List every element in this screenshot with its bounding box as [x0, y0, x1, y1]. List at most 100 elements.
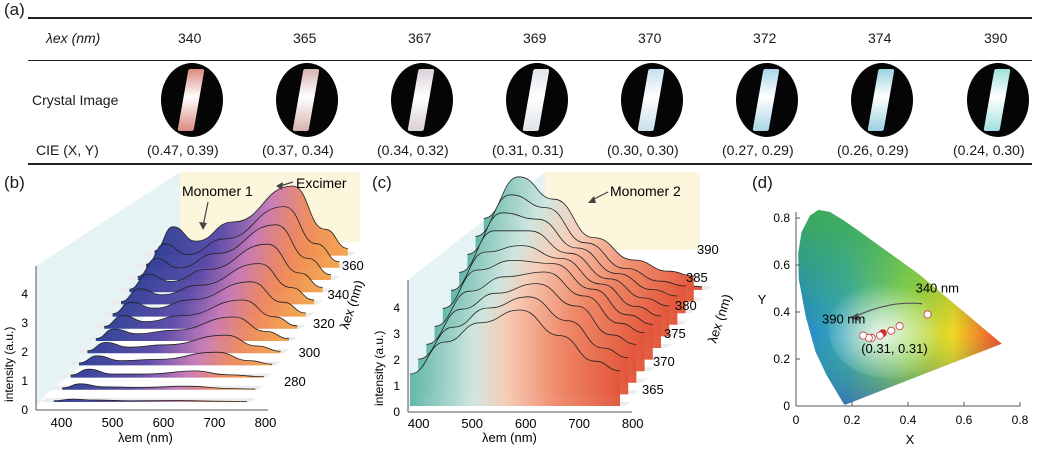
b-ylabel: intensity (a.u.) — [2, 327, 16, 402]
b-xtick: 400 — [51, 415, 73, 430]
cie-value: (0.30, 0.30) — [607, 142, 679, 158]
b-excimer-arrow-head — [276, 182, 283, 190]
lambda-ex-row-label: λex (nm) — [46, 30, 101, 46]
d-xtick: 0.2 — [844, 413, 861, 427]
c-xtick: 700 — [568, 416, 590, 431]
emission-line — [154, 185, 348, 252]
emission-area — [79, 352, 273, 366]
b-ytick: 2 — [21, 345, 28, 359]
d-trend-arrow-head — [850, 312, 859, 321]
c-monomer-label: Monomer 2 — [610, 183, 681, 199]
emission-line — [475, 194, 686, 287]
emission-line — [137, 224, 332, 277]
c-ztick: 375 — [664, 326, 686, 341]
emission-line — [120, 263, 315, 302]
c-xtick: 500 — [461, 416, 483, 431]
c-xtick: 400 — [408, 416, 430, 431]
panel-d-chart: 0 0.2 0.4 0.6 0.8 0 0.2 0.4 0.6 0.8 340 nm 390 nm (0… — [758, 210, 1029, 447]
b-ytick: 3 — [21, 316, 28, 330]
emission-line — [112, 281, 306, 315]
emission-area — [87, 335, 281, 354]
b-ztick: 280 — [284, 374, 306, 389]
cie-point — [895, 322, 904, 331]
d-ylabel: Y — [758, 292, 767, 307]
table-header-rule — [28, 60, 1032, 61]
b-ztick: 320 — [313, 316, 335, 331]
b-ytick: 1 — [21, 374, 28, 388]
c-ytick: 1 — [393, 379, 400, 393]
crystal-shard — [752, 69, 780, 131]
b-xtick: 700 — [204, 415, 226, 430]
lambda-ex-value: 340 — [178, 30, 202, 46]
b-xtick: 800 — [255, 415, 277, 430]
b-xtick: 500 — [102, 415, 124, 430]
cie-value: (0.47, 0.39) — [147, 142, 219, 158]
emission-line — [62, 383, 256, 390]
c-ztick: 365 — [642, 382, 664, 397]
emission-line — [78, 351, 273, 365]
cie-point — [875, 331, 885, 340]
cie-value: (0.34, 0.32) — [377, 142, 449, 158]
c-ytick: 4 — [393, 301, 400, 315]
emission-line — [104, 299, 298, 327]
crystal-shard — [983, 69, 1011, 131]
d-xtick: 0.8 — [1012, 413, 1029, 427]
b-ztick: 340 — [328, 287, 350, 302]
emission-line — [459, 230, 670, 307]
panel-b-chart: 400 500 600 700 800 0 1 2 3 4 280 300 320 340 360 λem … — [2, 172, 366, 445]
cie-row-label: CIE (X, Y) — [36, 142, 99, 158]
c-xtick: 600 — [515, 416, 537, 431]
crystal-shard — [407, 69, 435, 131]
crystal-shard — [637, 69, 665, 131]
cie-point — [859, 331, 868, 340]
d-xtick: 0.6 — [956, 413, 973, 427]
crystal-image — [276, 63, 338, 137]
d-label-end: 390 nm — [822, 311, 865, 326]
c-ztick: 380 — [675, 298, 697, 313]
emission-line — [450, 245, 662, 317]
b-monomer-label: Monomer 1 — [182, 183, 253, 199]
b-monomer-arrow — [202, 201, 209, 227]
c-ztick: 385 — [686, 270, 708, 285]
lambda-ex-value: 365 — [293, 30, 317, 46]
d-ytick: 0 — [783, 399, 790, 413]
d-xlabel: X — [906, 432, 915, 447]
b-ztick: 360 — [342, 258, 364, 273]
c-xlabel: λem (nm) — [482, 430, 537, 445]
crystal-image — [506, 63, 568, 137]
lambda-ex-value: 369 — [523, 30, 547, 46]
d-axes: 0 0.2 0.4 0.6 0.8 0 0.2 0.4 0.6 0.8 — [773, 211, 1028, 427]
crystal-image — [967, 63, 1029, 137]
emission-line — [434, 271, 645, 334]
lambda-ex-value: 372 — [753, 30, 777, 46]
crystal-shard — [867, 69, 895, 131]
crystal-row-label: Crystal Image — [32, 92, 119, 108]
crystal-image — [161, 63, 223, 137]
side-wall — [36, 172, 180, 406]
lambda-ex-value: 370 — [638, 30, 662, 46]
d-ytick: 0.2 — [773, 352, 790, 366]
panel-c-chart: 400 500 600 700 800 0 1 2 3 4 365 370 375 380 385 390 λ… — [372, 172, 734, 445]
crystal-image — [851, 63, 913, 137]
emission-area — [95, 317, 289, 341]
b-monomer-arrow-head — [199, 222, 207, 230]
crystal-image — [621, 63, 683, 137]
cie-value: (0.24, 0.30) — [953, 142, 1025, 158]
emission-line — [70, 368, 264, 378]
emission-area — [104, 300, 298, 329]
emission-line — [146, 206, 340, 265]
panel-d-label: (d) — [752, 173, 773, 192]
emission-line — [409, 309, 621, 375]
emission-line — [418, 296, 629, 360]
emission-area — [53, 399, 247, 402]
b-xlabel: λem (nm) — [118, 430, 173, 445]
back-wall — [545, 172, 700, 250]
d-label-start: 340 nm — [916, 280, 959, 295]
emission-line — [53, 398, 248, 402]
emission-line — [426, 283, 637, 345]
emission-area — [410, 310, 620, 406]
crystal-shard — [522, 69, 550, 131]
c-monomer-arrow-head — [588, 196, 596, 203]
d-ytick: 0.8 — [773, 211, 790, 225]
cie-point — [923, 310, 932, 319]
